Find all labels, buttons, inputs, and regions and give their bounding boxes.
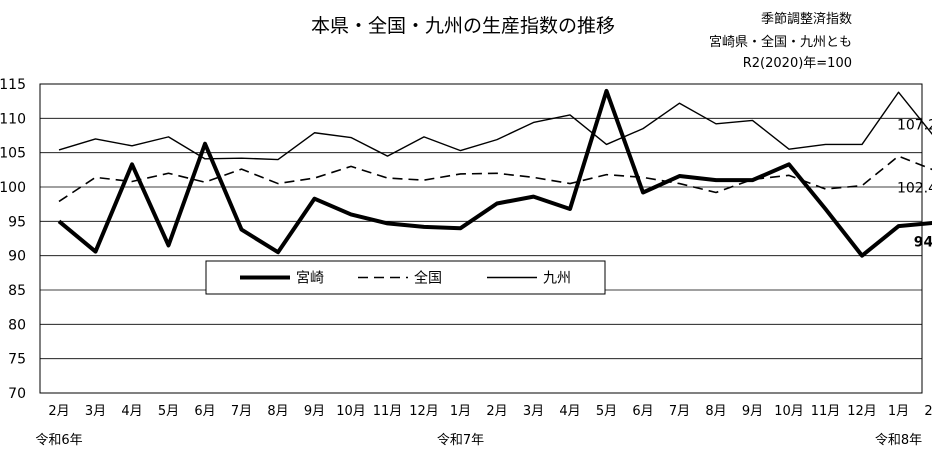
value-label: 107.2	[897, 118, 932, 134]
y-tick-label: 90	[8, 249, 26, 265]
x-tick-label: 4月	[559, 404, 580, 419]
x-tick-label: 10月	[774, 404, 804, 419]
legend-label: 宮崎	[296, 271, 324, 287]
x-tick-label: 7月	[231, 404, 252, 419]
legend: 宮崎 全国 九州	[205, 260, 606, 295]
x-tick-label: 6月	[632, 404, 653, 419]
y-tick-label: 95	[8, 214, 26, 230]
y-tick-label: 85	[8, 283, 26, 299]
x-tick-label: 2月	[486, 404, 507, 419]
series-line-0	[57, 88, 932, 258]
y-tick-label: 115	[0, 77, 26, 93]
x-tick-label: 5月	[596, 404, 617, 419]
legend-label: 九州	[543, 271, 571, 287]
x-tick-label: 4月	[121, 404, 142, 419]
x-tick-label: 3月	[85, 404, 106, 419]
y-tick-label: 75	[8, 352, 26, 368]
x-tick-label: 2月	[924, 404, 932, 419]
chart-note-line-1: 季節調整済指数	[761, 11, 852, 27]
series-line-1	[58, 155, 932, 203]
plot-area-frame	[39, 83, 923, 394]
series-line-2	[58, 91, 932, 161]
y-tick-label: 100	[0, 180, 26, 196]
value-label: 102.4	[897, 181, 932, 197]
axes: 70 75 80 85 90 95 100 105 110 115 2月 3月 4月 5月 6月 7月 8月 9月…	[0, 77, 932, 448]
chart-note-line-2: 宮崎県・全国・九州とも	[709, 34, 852, 50]
era-label: 令和8年	[875, 433, 922, 448]
value-label: 94.8	[914, 235, 932, 251]
x-tick-label: 5月	[158, 404, 179, 419]
y-tick-label: 80	[8, 317, 26, 333]
x-tick-label: 8月	[267, 404, 288, 419]
y-tick-label: 110	[0, 111, 26, 127]
x-tick-label: 8月	[705, 404, 726, 419]
x-tick-label: 10月	[336, 404, 366, 419]
x-tick-label: 3月	[523, 404, 544, 419]
x-tick-label: 11月	[373, 404, 403, 419]
y-tick-label: 105	[0, 146, 26, 162]
x-tick-label: 12月	[847, 404, 877, 419]
era-label: 令和7年	[437, 433, 484, 448]
x-tick-label: 6月	[194, 404, 215, 419]
x-tick-label: 11月	[811, 404, 841, 419]
y-tick-label: 70	[8, 386, 26, 402]
chart-note-line-3: R2(2020)年=100	[743, 56, 852, 71]
value-labels: 107.2 102.4 94.8	[897, 118, 932, 251]
era-label: 令和6年	[35, 433, 82, 448]
x-tick-label: 1月	[888, 404, 909, 419]
legend-label: 全国	[414, 270, 442, 287]
x-tick-label: 9月	[742, 404, 763, 419]
series-lines	[57, 88, 932, 258]
x-tick-label: 12月	[409, 404, 439, 419]
x-tick-label: 9月	[304, 404, 325, 419]
x-tick-label: 2月	[48, 404, 69, 419]
chart-title: 本県・全国・九州の生産指数の推移	[311, 15, 615, 37]
x-tick-label: 7月	[669, 404, 690, 419]
x-tick-label: 1月	[450, 404, 471, 419]
